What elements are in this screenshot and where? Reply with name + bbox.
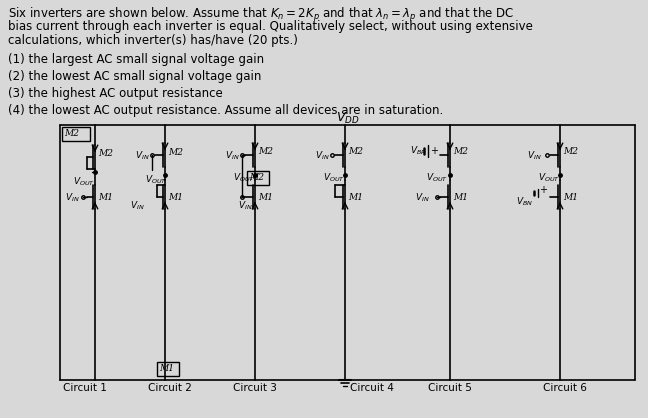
Text: M1: M1	[159, 364, 174, 373]
Text: M2: M2	[348, 147, 363, 156]
Text: $V_{BP}$: $V_{BP}$	[410, 145, 426, 157]
Text: Circuit 1: Circuit 1	[63, 383, 107, 393]
Text: M2: M2	[453, 147, 468, 156]
Text: $V_{OUT}$: $V_{OUT}$	[323, 171, 345, 184]
Text: $V_{BN}$: $V_{BN}$	[516, 195, 533, 207]
Text: $V_{IN}$: $V_{IN}$	[65, 192, 80, 204]
Text: (3) the highest AC output resistance: (3) the highest AC output resistance	[8, 87, 223, 100]
Text: +: +	[539, 185, 547, 195]
Text: M1: M1	[168, 193, 183, 202]
Text: M1: M1	[348, 193, 363, 202]
Text: $V_{IN}$: $V_{IN}$	[415, 192, 430, 204]
Text: Circuit 3: Circuit 3	[233, 383, 277, 393]
Text: M2: M2	[249, 173, 264, 182]
Text: M1: M1	[563, 193, 578, 202]
Text: Six inverters are shown below. Assume that $K_n = 2K_p$ and that $\lambda_n = \l: Six inverters are shown below. Assume th…	[8, 6, 514, 24]
Text: $V_{IN}$: $V_{IN}$	[315, 150, 330, 163]
Text: M2: M2	[168, 148, 183, 157]
Text: $V_{DD}$: $V_{DD}$	[336, 111, 359, 126]
Text: Circuit 6: Circuit 6	[543, 383, 587, 393]
Text: calculations, which inverter(s) has/have (20 pts.): calculations, which inverter(s) has/have…	[8, 34, 298, 47]
Bar	[157, 362, 179, 376]
Text: M1: M1	[453, 193, 468, 202]
Text: $V_{OUT}$: $V_{OUT}$	[145, 173, 167, 186]
Text: $V_{OUT}$: $V_{OUT}$	[538, 171, 560, 184]
Text: $V_{IN}$: $V_{IN}$	[238, 200, 253, 212]
Text: +: +	[430, 146, 438, 156]
Text: $V_{OUT}$: $V_{OUT}$	[426, 171, 448, 184]
Text: $V_{OUT}$: $V_{OUT}$	[233, 171, 255, 184]
Text: $V_{IN}$: $V_{IN}$	[225, 150, 240, 163]
Text: $V_{IN}$: $V_{IN}$	[135, 150, 150, 163]
Text: Circuit 2: Circuit 2	[148, 383, 192, 393]
Text: Circuit 4: Circuit 4	[350, 383, 394, 393]
Bar	[62, 127, 90, 141]
Bar	[247, 171, 269, 185]
Text: Circuit 5: Circuit 5	[428, 383, 472, 393]
Text: bias current through each inverter is equal. Qualitatively select, without using: bias current through each inverter is eq…	[8, 20, 533, 33]
Text: $V_{IN}$: $V_{IN}$	[130, 200, 145, 212]
Text: (1) the largest AC small signal voltage gain: (1) the largest AC small signal voltage …	[8, 53, 264, 66]
Text: $V_{IN}$: $V_{IN}$	[527, 150, 542, 163]
Text: M2: M2	[258, 147, 273, 156]
Text: (2) the lowest AC small signal voltage gain: (2) the lowest AC small signal voltage g…	[8, 70, 261, 83]
Text: M2: M2	[98, 149, 113, 158]
Text: M2: M2	[64, 129, 79, 138]
Text: M2: M2	[563, 147, 578, 156]
Text: M1: M1	[98, 193, 113, 202]
Text: M1: M1	[258, 193, 273, 202]
Text: (4) the lowest AC output resistance. Assume all devices are in saturation.: (4) the lowest AC output resistance. Ass…	[8, 104, 443, 117]
Text: $V_{OUT}$: $V_{OUT}$	[73, 175, 95, 188]
